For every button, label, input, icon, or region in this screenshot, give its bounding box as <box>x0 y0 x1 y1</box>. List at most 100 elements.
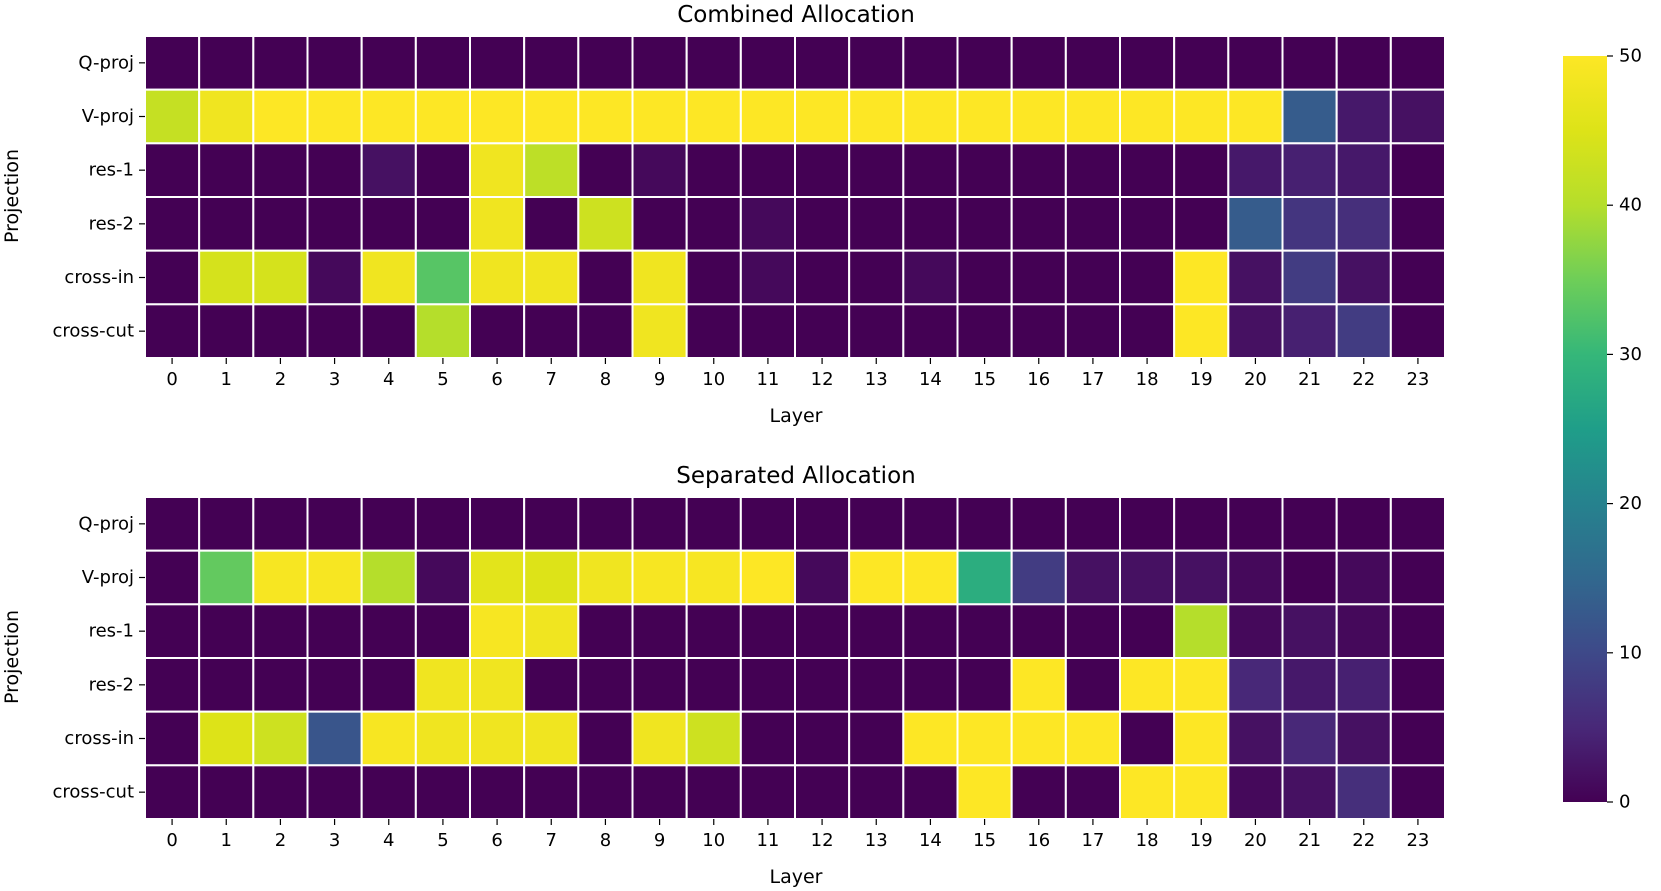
heatmap-cell <box>631 764 688 821</box>
heatmap-cell <box>631 142 688 198</box>
heatmap-cell <box>1281 196 1338 252</box>
heatmap-cell <box>144 657 201 713</box>
heatmap-cell <box>848 249 905 306</box>
heatmap-cell <box>414 496 471 552</box>
heatmap-cell <box>1173 35 1230 91</box>
heatmap-cell <box>1335 196 1392 252</box>
y-tick-label: cross-cut <box>52 782 134 803</box>
heatmap-cell <box>523 249 580 306</box>
heatmap-cell <box>1389 657 1446 713</box>
heatmap-cell <box>1227 249 1284 306</box>
heatmap-cell <box>902 35 959 91</box>
heatmap-cell <box>1227 764 1284 821</box>
heatmap-cell <box>1119 88 1176 145</box>
heatmap-cell <box>1389 710 1446 767</box>
heatmap-cell <box>794 657 851 713</box>
heatmap-cell <box>1335 549 1392 606</box>
heatmap-cell <box>252 764 309 821</box>
x-tick-label: 17 <box>1081 830 1104 851</box>
heatmap-cell <box>902 764 959 821</box>
heatmap-cell <box>1281 657 1338 713</box>
heatmap-cell <box>1389 603 1446 660</box>
colorbar-tick-label: 30 <box>1619 344 1642 365</box>
heatmap-cell <box>956 657 1013 713</box>
heatmap-cell <box>252 303 309 359</box>
heatmap-cell <box>469 35 526 91</box>
heatmap-cell <box>1010 142 1067 198</box>
heatmap-cell <box>360 603 417 660</box>
heatmap-cell <box>198 603 255 660</box>
heatmap-cell <box>577 657 634 713</box>
heatmap-cell <box>1010 303 1067 359</box>
heatmap-cell <box>523 603 580 660</box>
heatmap-cell <box>1119 710 1176 767</box>
heatmap-cell <box>1173 657 1230 713</box>
heatmap-cell <box>1389 496 1446 552</box>
heatmap-cell <box>144 88 201 145</box>
heatmap-cell <box>1227 710 1284 767</box>
colorbar: 0 10 20 30 40 50 <box>1563 46 1642 813</box>
heatmap-cell <box>902 549 959 606</box>
heatmap-cell <box>523 496 580 552</box>
heatmap-cell <box>739 35 797 91</box>
x-tick-label: 1 <box>221 830 232 851</box>
heatmap-cell <box>144 496 201 552</box>
heatmap-cell <box>631 249 688 306</box>
heatmap-cell <box>1010 549 1067 606</box>
heatmap-cell <box>685 303 742 359</box>
heatmap-cell <box>523 657 580 713</box>
x-tick-labels: 0 1 2 3 4 5 6 7 8 9 10 11 12 13 14 15 16 17 18 19 20 21 22 23 <box>166 358 1429 390</box>
x-tick-label: 8 <box>600 369 611 390</box>
y-tick-label: Q-proj <box>78 52 134 73</box>
y-tick-labels: Q-proj V-proj res-1 res-2 cross-in cross-cut <box>52 52 145 342</box>
heatmap-cell <box>1064 657 1121 713</box>
heatmap-cell <box>685 710 742 767</box>
heatmap-cell <box>956 196 1013 252</box>
heatmap-cell <box>1335 496 1392 552</box>
x-tick-label: 5 <box>437 830 448 851</box>
heatmap-cell <box>739 603 797 660</box>
heatmap-cell <box>577 549 634 606</box>
heatmap-cell <box>306 88 363 145</box>
heatmap-cell <box>414 196 471 252</box>
heatmap-cell <box>252 142 309 198</box>
heatmap-cell <box>306 303 363 359</box>
x-tick-label: 19 <box>1190 830 1213 851</box>
heatmap-cell <box>1064 249 1121 306</box>
heatmap-cell <box>956 710 1013 767</box>
heatmap-cell <box>469 764 526 821</box>
y-tick-label: cross-cut <box>52 321 134 342</box>
x-tick-label: 4 <box>383 830 394 851</box>
heatmap-cell <box>794 710 851 767</box>
y-axis-label: Projection <box>1 610 23 704</box>
heatmap-cell <box>902 710 959 767</box>
heatmap-cell <box>1064 496 1121 552</box>
heatmap-cell <box>902 88 959 145</box>
x-tick-label: 20 <box>1244 369 1267 390</box>
heatmap-cell <box>1227 549 1284 606</box>
colorbar-ticks: 0 10 20 30 40 50 <box>1607 46 1642 813</box>
heatmap-cell <box>1064 303 1121 359</box>
heatmap-cell <box>577 142 634 198</box>
heatmap-cell <box>739 88 797 145</box>
heatmap-cell <box>1227 657 1284 713</box>
separated-allocation-panel: Separated Allocation Q-proj V-proj res-1 re… <box>1 463 1446 888</box>
heatmap-cell <box>144 35 201 91</box>
heatmap-cell <box>794 764 851 821</box>
heatmap-cell <box>306 549 363 606</box>
heatmap-cell <box>577 710 634 767</box>
heatmap-cell <box>1010 764 1067 821</box>
x-axis-label: Layer <box>770 866 823 888</box>
heatmap-cell <box>414 303 471 359</box>
x-tick-label: 17 <box>1081 369 1104 390</box>
heatmap-cell <box>1389 35 1446 91</box>
heatmap-cell <box>956 603 1013 660</box>
heatmap-cell <box>577 764 634 821</box>
heatmap-cell <box>739 657 797 713</box>
x-tick-label: 0 <box>166 369 177 390</box>
heatmap-cell <box>360 657 417 713</box>
heatmap-cell <box>252 249 309 306</box>
x-tick-label: 22 <box>1352 830 1375 851</box>
colorbar-tick-label: 40 <box>1619 195 1642 216</box>
